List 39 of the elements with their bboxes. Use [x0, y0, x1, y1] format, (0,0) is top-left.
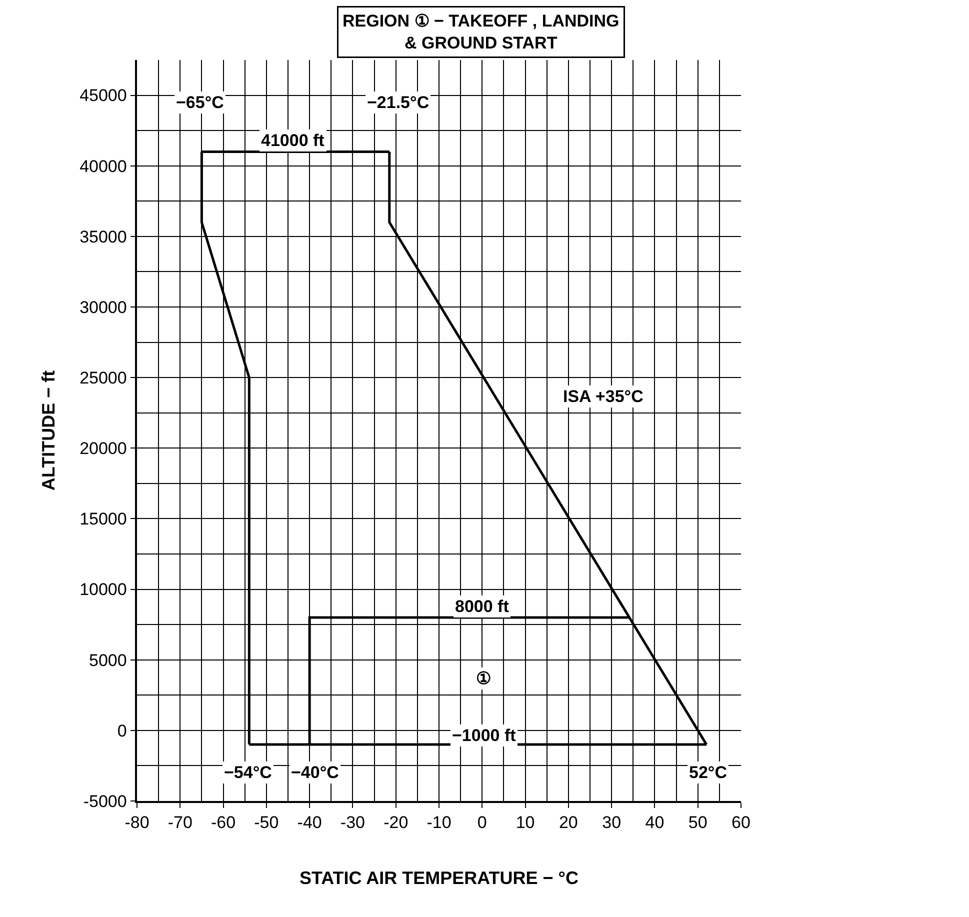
chart-title: REGION ① − TAKEOFF , LANDING & GROUND START	[342, 12, 620, 53]
y-tick-label: 0	[117, 721, 127, 740]
y-tick-label: 45000	[80, 86, 127, 106]
x-tick-label: -20	[384, 813, 408, 832]
x-tick-label: -80	[124, 813, 150, 832]
annotation: −65°C	[176, 93, 224, 112]
x-tick-label: -30	[340, 813, 365, 832]
x-tick-label: -70	[168, 813, 192, 832]
x-tick-label: -60	[211, 813, 236, 832]
y-tick-label: 40000	[80, 156, 127, 176]
x-axis-title: STATIC AIR TEMPERATURE − °C	[299, 868, 579, 888]
annotation: −1000 ft	[452, 726, 516, 745]
y-tick-label: 35000	[80, 227, 127, 246]
x-tick-label: 20	[558, 813, 578, 832]
annotation: −54°C	[224, 763, 272, 782]
x-tick-label: 60	[732, 813, 750, 832]
annotation: 8000 ft	[455, 597, 510, 616]
x-tick-label: 30	[602, 813, 622, 832]
y-tick-label: 5000	[89, 650, 127, 670]
annotation: −40°C	[291, 763, 339, 782]
annotation: ISA +35°C	[563, 387, 644, 406]
y-tick-label: 10000	[80, 580, 127, 600]
y-tick-label: 15000	[80, 510, 127, 529]
y-tick-label: -5000	[83, 792, 127, 811]
x-tick-label: 10	[516, 813, 535, 832]
x-tick-label: -50	[254, 813, 279, 832]
y-tick-label: 20000	[80, 439, 127, 458]
annotation: −21.5°C	[367, 93, 430, 112]
annotation: 52°C	[689, 763, 727, 782]
x-tick-label: 50	[688, 813, 708, 832]
annotation: 41000 ft	[261, 131, 325, 150]
y-tick-label: 25000	[80, 368, 127, 388]
y-axis-title: ALTITUDE − ft	[38, 370, 58, 491]
x-tick-label: -40	[297, 813, 322, 832]
y-tick-label: 30000	[80, 298, 127, 317]
x-tick-label: -10	[426, 813, 452, 832]
x-tick-label: 40	[645, 813, 664, 832]
x-tick-label: 0	[477, 813, 487, 832]
annotation: ①	[476, 669, 491, 688]
